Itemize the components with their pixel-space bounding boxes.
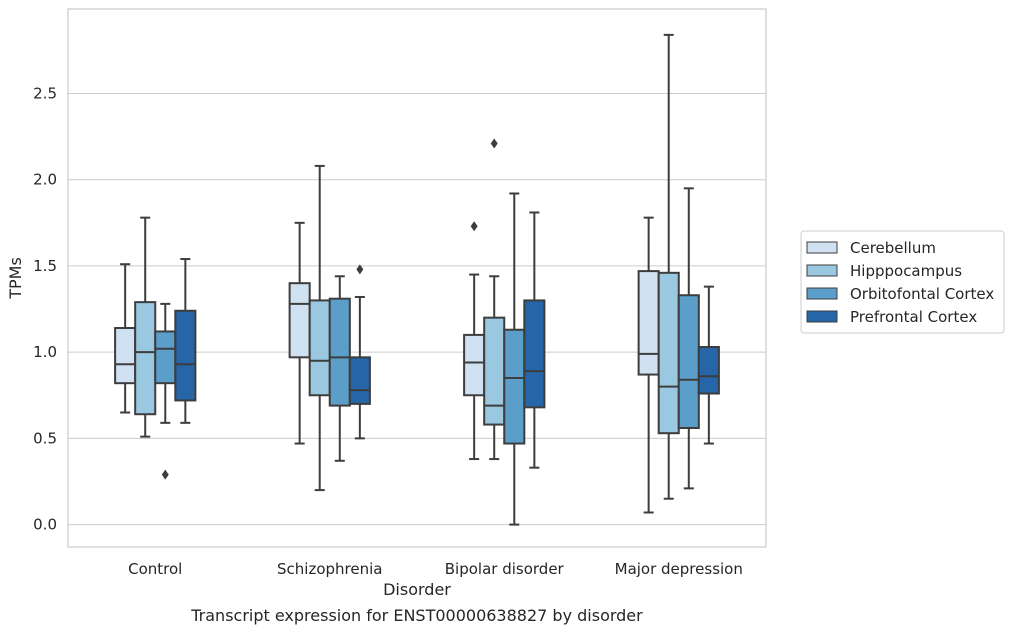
legend-label: Cerebellum (850, 239, 936, 257)
box-body (174, 309, 197, 402)
box-body (348, 356, 371, 405)
x-tick-label: Schizophrenia (277, 560, 382, 578)
box (174, 258, 197, 424)
legend-item: Cerebellum (806, 239, 936, 257)
y-axis-title: TPMs (6, 257, 25, 300)
y-tick-labels: 0.0 0.5 1.0 1.5 2.0 2.5 (33, 84, 57, 533)
box (288, 221, 311, 445)
x-tick-label: Control (128, 560, 182, 578)
legend: Cerebellum Hipppocampus Orbitofontal Corte… (800, 230, 1005, 334)
box (154, 302, 177, 480)
outlier-point (470, 221, 478, 232)
outlier-point (161, 469, 169, 480)
box-body (134, 301, 157, 416)
box-body (523, 299, 546, 409)
box (523, 211, 546, 469)
x-tick-label: Bipolar disorder (445, 560, 565, 578)
category-group (288, 164, 371, 492)
box-body (328, 297, 351, 407)
box (657, 33, 680, 500)
box (328, 275, 351, 462)
box-body (463, 333, 486, 397)
box-body (677, 294, 700, 430)
x-tick-label: Major depression (615, 560, 743, 578)
box-body (697, 345, 720, 395)
legend-frame (800, 230, 1005, 334)
x-tick-labels: Control Schizophrenia Bipolar disorder Majo… (128, 560, 743, 578)
legend-item: Hipppocampus (806, 262, 962, 280)
y-tick-label: 0.5 (33, 429, 57, 447)
category-group (637, 33, 720, 514)
legend-swatch (806, 310, 838, 323)
legend-swatch (806, 264, 838, 277)
box (483, 138, 506, 461)
y-tick-label: 2.0 (33, 171, 57, 189)
box (697, 285, 720, 445)
outlier-point (490, 138, 498, 149)
outlier-point (356, 264, 364, 275)
legend-item: Orbitofontal Cortex (806, 285, 994, 303)
box (503, 192, 526, 526)
box-body (288, 282, 311, 359)
box (677, 187, 700, 490)
category-group (114, 216, 197, 480)
figure-caption: Transcript expression for ENST0000063882… (191, 606, 643, 625)
x-axis-title: Disorder (383, 580, 451, 599)
plot-area-frame (67, 8, 767, 548)
box-body (308, 299, 331, 397)
box-body (657, 271, 680, 435)
box (114, 263, 137, 414)
y-tick-label: 2.5 (33, 84, 57, 102)
y-tick-label: 0.0 (33, 516, 57, 534)
y-tick-label: 1.0 (33, 343, 57, 361)
legend-label: Orbitofontal Cortex (850, 285, 994, 303)
box (637, 216, 660, 514)
box-body (637, 270, 660, 376)
y-tick-label: 1.5 (33, 257, 57, 275)
box (463, 221, 486, 461)
box-body (114, 327, 137, 385)
box (134, 216, 157, 438)
box (348, 264, 371, 440)
box-body (154, 330, 177, 385)
legend-swatch (806, 241, 838, 254)
legend-label: Prefrontal Cortex (850, 308, 977, 326)
box-body (503, 328, 526, 445)
legend-swatch (806, 287, 838, 300)
legend-label: Hipppocampus (850, 262, 962, 280)
legend-item: Prefrontal Cortex (806, 308, 977, 326)
box-body (483, 316, 506, 426)
category-group (463, 138, 546, 526)
box-groups (114, 33, 720, 526)
box (308, 164, 331, 492)
